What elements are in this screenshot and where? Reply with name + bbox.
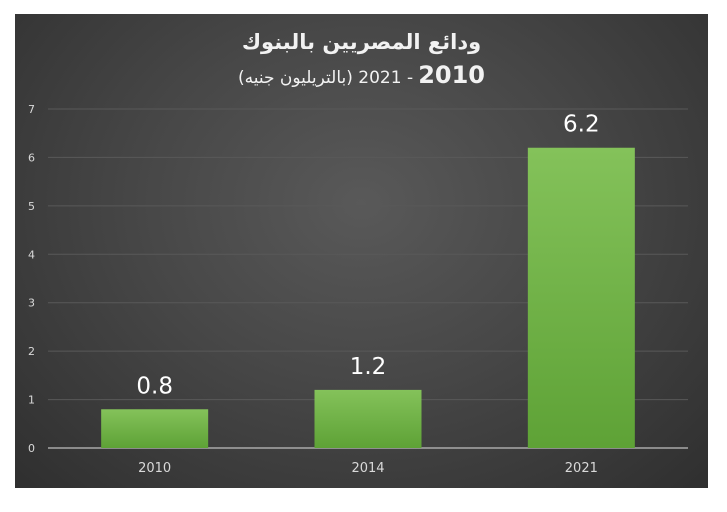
chart-title: ودائع المصريين بالبنوك xyxy=(241,30,482,54)
chart-subtitle-text: - 2021 (بالتريليون جنيه) xyxy=(237,68,414,88)
y-tick-label: 2 xyxy=(28,345,35,358)
chart-subtitle-year: 2010 xyxy=(418,61,485,89)
bar xyxy=(314,389,422,448)
x-tick-label: 2014 xyxy=(351,461,384,476)
data-label: 6.2 xyxy=(563,112,600,138)
y-tick-label: 1 xyxy=(28,394,35,407)
x-tick-label: 2010 xyxy=(138,461,171,476)
y-tick-label: 4 xyxy=(28,248,35,261)
chart-area: ودائع المصريين بالبنوك 2010 - 2021 (بالت… xyxy=(15,14,708,488)
bar-chart-plot: 0 1 2 3 4 5 6 7 0.8 2010 1.2 2014 6.2 2021 xyxy=(28,103,688,476)
y-tick-label: 7 xyxy=(28,103,35,116)
bar xyxy=(101,409,209,448)
data-label: 1.2 xyxy=(350,354,387,380)
data-label: 0.8 xyxy=(136,373,173,399)
bar xyxy=(527,147,635,448)
y-tick-label: 0 xyxy=(28,442,35,455)
chart-subtitle: 2010 - 2021 (بالتريليون جنيه) xyxy=(15,60,708,93)
x-tick-label: 2021 xyxy=(565,461,598,476)
y-tick-label: 6 xyxy=(28,151,35,164)
y-tick-label: 3 xyxy=(28,297,35,310)
y-tick-label: 5 xyxy=(28,200,35,213)
